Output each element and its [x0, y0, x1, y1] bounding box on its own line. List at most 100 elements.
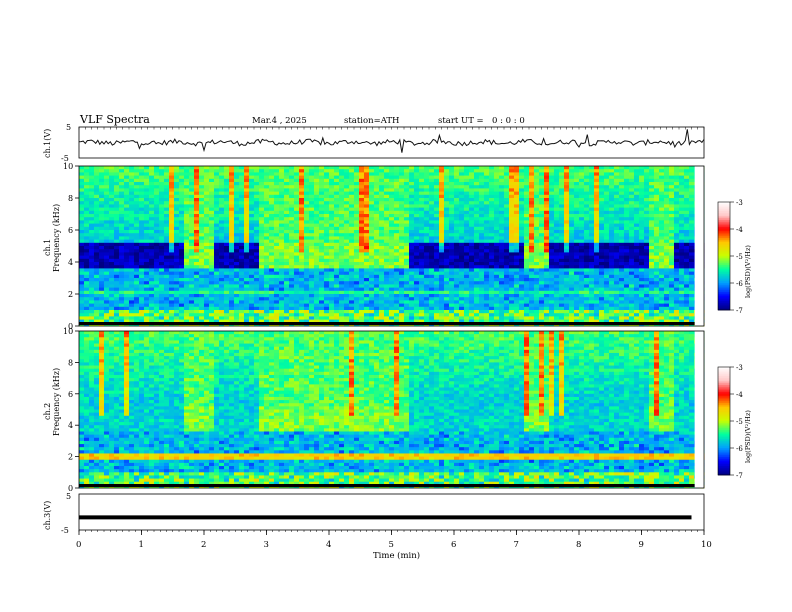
spectrogram-cell — [199, 278, 205, 282]
spectrogram-cell — [329, 242, 335, 247]
spectrogram-cell — [574, 233, 580, 237]
spectrogram-cell — [454, 188, 460, 192]
spectrogram-cell — [479, 210, 485, 215]
spectrogram-cell — [234, 284, 240, 288]
spectrogram-cell — [554, 284, 560, 288]
spectrogram-cell — [449, 175, 455, 180]
spectrogram-cell — [524, 210, 530, 215]
spectrogram-cell — [274, 265, 280, 269]
spectrogram-cell — [229, 278, 235, 282]
spectrogram-cell — [274, 220, 280, 224]
spectrogram-cell — [79, 278, 85, 282]
spectrogram-cell — [554, 207, 560, 212]
spectrogram-cell — [269, 185, 275, 189]
spectrogram-cell — [309, 287, 315, 292]
spectrogram-cell — [264, 233, 270, 237]
spectrogram-cell — [184, 239, 190, 244]
spectrogram-cell — [124, 175, 130, 180]
spectrogram-cell — [364, 306, 370, 311]
spectrogram-cell — [474, 297, 480, 301]
spectrogram-cell — [294, 278, 300, 282]
spectrogram-cell — [439, 201, 445, 205]
spectrogram-cell — [234, 255, 240, 260]
spectrogram-cell — [354, 300, 360, 304]
spectrogram-cell — [289, 233, 295, 237]
spectrogram-cell — [574, 236, 580, 240]
spectrogram-cell — [184, 236, 190, 240]
spectrogram-cell — [214, 182, 220, 186]
spectrogram-cell — [149, 204, 155, 208]
spectrogram-cell — [94, 313, 100, 317]
spectrogram-cell — [184, 284, 190, 288]
spectrogram-cell — [299, 226, 305, 231]
spectrogram-cell — [529, 188, 535, 192]
spectrogram-cell — [209, 258, 215, 263]
spectrogram-cell — [434, 207, 440, 212]
spectrogram-cell — [159, 230, 165, 234]
spectrogram-cell — [139, 191, 145, 196]
spectrogram-cell — [324, 217, 330, 221]
spectrogram-cell — [524, 204, 530, 208]
spectrogram-cell — [84, 220, 90, 224]
spectrogram-cell — [259, 204, 265, 208]
spectrogram-cell — [449, 233, 455, 237]
spectrogram-cell — [444, 303, 450, 308]
spectrogram-cell — [264, 236, 270, 240]
spectrogram-cell — [494, 262, 500, 266]
spectrogram-cell — [354, 290, 360, 295]
spectrogram-cell — [514, 210, 520, 215]
spectrogram-cell — [284, 204, 290, 208]
spectrogram-cell — [289, 214, 295, 218]
spectrogram-cell — [434, 194, 440, 199]
spectrogram-cell — [199, 191, 205, 196]
spectrogram-cell — [209, 316, 215, 320]
spectrogram-cell — [554, 303, 560, 308]
spectrogram-cell — [524, 188, 530, 192]
spectrogram-cell — [94, 226, 100, 231]
spectrogram-cell — [114, 185, 120, 189]
spectrogram-cell — [414, 265, 420, 269]
spectrogram-cell — [289, 185, 295, 189]
spectrogram-cell — [524, 262, 530, 266]
spectrogram-cell — [369, 214, 375, 218]
spectrogram-cell — [319, 169, 325, 173]
spectrogram-cell — [259, 175, 265, 180]
spectrogram-cell — [424, 217, 430, 221]
spectrogram-cell — [529, 252, 535, 256]
spectrogram-cell — [129, 284, 135, 288]
spectrogram-cell — [354, 303, 360, 308]
spectrogram-cell — [204, 204, 210, 208]
spectrogram-cell — [274, 239, 280, 244]
spectrogram-cell — [354, 210, 360, 215]
spectrogram-cell — [544, 294, 550, 298]
spectrogram-cell — [389, 233, 395, 237]
spectrogram-cell — [569, 172, 575, 176]
spectrogram-cell — [364, 310, 370, 314]
spectrogram-cell — [119, 185, 125, 189]
spectrogram-cell — [444, 313, 450, 317]
spectrogram-cell — [169, 178, 175, 183]
spectrogram-cell — [269, 278, 275, 282]
spectrogram-cell — [154, 210, 160, 215]
spectrogram-cell — [164, 236, 170, 240]
spectrogram-cell — [399, 239, 405, 244]
spectrogram-cell — [84, 230, 90, 234]
spectrogram-cell — [344, 281, 350, 285]
spectrogram-cell — [169, 274, 175, 279]
spectrogram-cell — [524, 236, 530, 240]
spectrogram-cell — [514, 252, 520, 256]
spectrogram-cell — [459, 300, 465, 304]
spectrogram-cell — [94, 300, 100, 304]
spectrogram-cell — [189, 268, 195, 272]
spectrogram-cell — [159, 294, 165, 298]
spectrogram-cell — [114, 278, 120, 282]
spectrogram-cell — [249, 233, 255, 237]
spectrogram-cell — [394, 287, 400, 292]
spectrogram-cell — [549, 220, 555, 224]
spectrogram-cell — [384, 316, 390, 320]
spectrogram-cell — [149, 294, 155, 298]
spectrogram-cell — [409, 236, 415, 240]
spectrogram-cell — [479, 217, 485, 221]
spectrogram-cell — [144, 252, 150, 256]
